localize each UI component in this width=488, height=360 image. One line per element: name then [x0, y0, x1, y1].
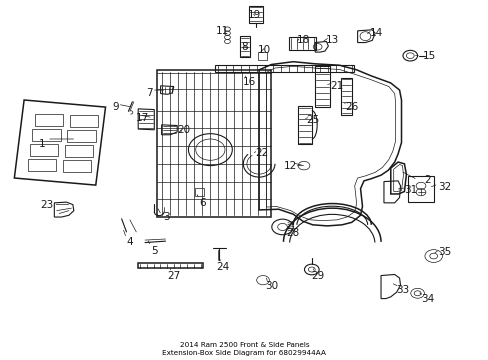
Text: 2: 2	[423, 175, 430, 185]
Bar	[239, 36, 250, 58]
Text: 2014 Ram 2500 Front & Side Panels
Extension-Box Side Diagram for 68029944AA: 2014 Ram 2500 Front & Side Panels Extens…	[162, 342, 326, 356]
Bar	[298, 106, 311, 144]
Text: 15: 15	[422, 51, 435, 61]
Text: 8: 8	[241, 42, 247, 52]
Text: 17: 17	[135, 113, 148, 123]
Text: 5: 5	[151, 246, 157, 256]
Bar	[157, 70, 271, 217]
Text: 31: 31	[403, 185, 416, 195]
Text: 26: 26	[345, 102, 358, 112]
Text: 33: 33	[396, 285, 409, 295]
Text: 30: 30	[264, 281, 277, 291]
Bar	[407, 176, 433, 202]
Text: 35: 35	[437, 247, 450, 257]
Text: 10: 10	[257, 45, 270, 55]
Text: 22: 22	[254, 148, 267, 158]
Text: 3: 3	[163, 212, 169, 222]
Text: 16: 16	[242, 77, 256, 87]
Text: 1: 1	[39, 139, 45, 149]
Text: 14: 14	[369, 28, 382, 37]
Bar	[194, 188, 203, 197]
Text: 6: 6	[199, 198, 206, 208]
Bar	[138, 264, 202, 269]
Text: 34: 34	[420, 294, 433, 303]
Text: 11: 11	[216, 26, 229, 36]
Text: 4: 4	[126, 237, 133, 247]
Text: 27: 27	[167, 271, 180, 280]
Text: 9: 9	[112, 102, 119, 112]
Text: 13: 13	[325, 35, 338, 45]
Text: 18: 18	[296, 35, 309, 45]
Text: 25: 25	[305, 114, 319, 125]
Bar	[249, 6, 263, 23]
Text: 19: 19	[247, 10, 260, 20]
Bar	[215, 64, 353, 72]
Text: 32: 32	[437, 182, 450, 192]
Text: 7: 7	[146, 88, 152, 98]
Bar	[340, 78, 351, 115]
Bar	[258, 52, 266, 60]
Bar	[289, 37, 316, 50]
Text: 24: 24	[216, 262, 229, 272]
Text: 20: 20	[177, 125, 190, 135]
Text: 23: 23	[41, 199, 54, 210]
Text: 12: 12	[284, 161, 297, 171]
Text: 21: 21	[330, 81, 343, 91]
Text: 28: 28	[286, 228, 299, 238]
Bar	[315, 66, 329, 107]
Text: 29: 29	[310, 271, 324, 280]
